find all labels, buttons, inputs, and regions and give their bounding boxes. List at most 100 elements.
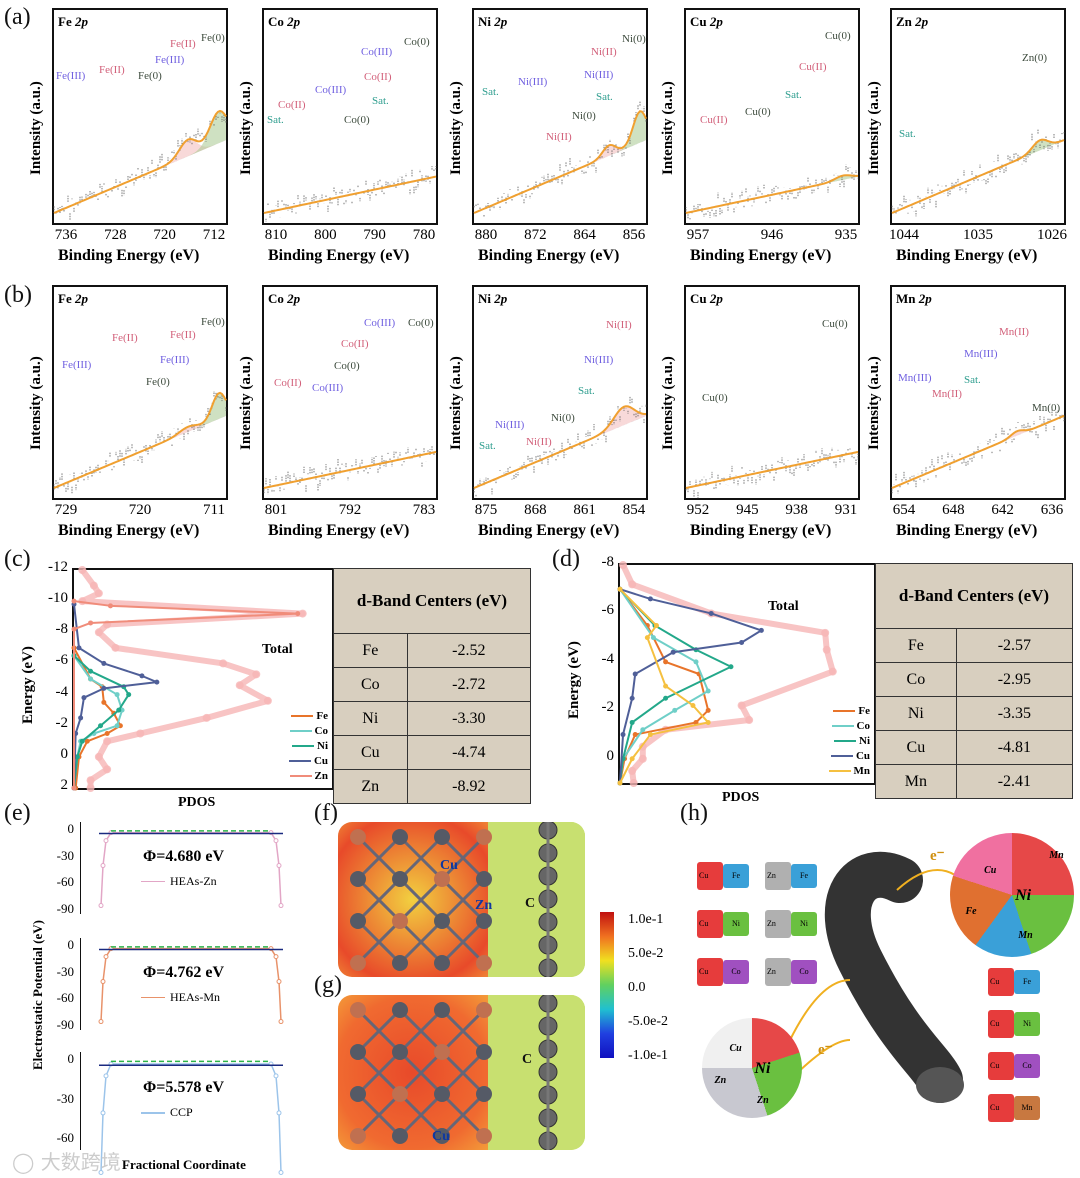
legend-swatch [291,715,314,717]
total-curve-point [78,566,87,574]
x-axis-label: Binding Energy (eV) [690,247,832,264]
total-curve-point [86,776,95,785]
puzzle-piece: Co [723,960,749,984]
series-cu-point [620,732,626,738]
peak-label: Sat. [479,440,496,452]
puzzle-piece: Ni [723,912,749,936]
x-tick-label: 872 [524,227,547,243]
table-header: d-Band Centers (eV) [333,568,531,634]
x-tick-label: 780 [412,227,436,243]
plot-title: Ni 2p [478,291,507,307]
total-label: Total [262,642,293,657]
panel-label-h: (h) [680,800,708,826]
bond [398,919,444,965]
plot-title: Co 2p [268,291,300,307]
legend-item: Fe [833,705,870,717]
x-axis-label: PDOS [178,795,216,810]
watermark-logo: ◯ 大数跨境 [12,1150,121,1174]
legend-text: Fe [858,705,870,717]
legend-item: Cu [830,750,870,762]
peak-label: Mn(II) [932,388,962,400]
x-tick-label: 810 [264,227,288,243]
peak-label: Sat. [899,128,916,140]
puzzle-piece: Zn [765,862,791,890]
peak-label: Sat. [785,89,802,101]
metal-atom [392,1044,408,1060]
envelope-fit [263,450,437,489]
envelope-fit [473,405,647,489]
atom-label: Cu [440,858,458,873]
carbon-fiber [824,851,963,1103]
lattice-svg [350,822,585,977]
total-curve-point [822,645,831,654]
potential-plot: Φ=4.680 eV HEAs-Zn [80,822,301,914]
orbital: 2p [74,291,88,306]
metal-atom [392,913,408,929]
panel-label-b: (b) [4,282,32,308]
peak-label: Co(III) [361,46,393,58]
legend-swatch [831,725,854,727]
total-curve-point [94,589,103,598]
x-tick-label: 952 [686,502,710,518]
series-ni-point [126,692,132,698]
metal-atom [350,1128,366,1144]
panel-label-f: (f) [314,800,338,826]
series-co-point [88,676,94,682]
xps-spectrum [53,109,227,220]
electron-arrow [789,979,851,1041]
legend-item: HEAs-Zn [141,874,217,889]
total-curve-point [629,779,638,787]
legend-item: HEAs-Mn [141,990,220,1005]
x-tick-label: 875 [474,502,498,518]
sphere-label: Zn [714,1075,727,1086]
raw-data [891,128,1065,217]
total-curve-point [745,716,754,725]
series-cu-point [708,610,714,616]
puzzle-pair: Cu Ni [697,910,749,938]
total-curve-point [263,696,272,705]
y-tick-label: -60 [56,1130,74,1146]
x-tick-label: 1026 [1037,227,1067,243]
series-mn-point [644,635,650,641]
series-mn-point [629,756,635,762]
legend-item: Ni [292,740,328,752]
y-tick-label: -30 [56,963,74,979]
series-co-point [650,635,656,641]
series-mn-point [647,732,653,738]
xps-plot-row_a-fe: Fe 2p Fe(III) Fe(II) Fe(0) Fe(III) Fe(II) Fe(0… [52,8,228,243]
series-cu-point [647,596,653,602]
plot-title: Ni 2p [478,14,507,30]
peak-label: Ni(II) [606,319,632,331]
peak-label: Co(II) [364,71,392,83]
x-axis-label: Binding Energy (eV) [268,247,410,264]
potential-curve [100,1063,282,1173]
x-tick-label: 957 [686,227,710,243]
puzzle-piece: Cu [697,862,723,890]
sphere-label: Mn [1049,849,1064,861]
potential-point [103,954,109,960]
bond [440,877,486,923]
charge-map-f: Cu Zn C [338,822,585,977]
potential-point [100,1110,106,1116]
series-co-point [705,688,711,694]
xps-spectrum [685,164,859,220]
alloy-sphere-top [950,833,1074,957]
work-function-label: Φ=4.762 eV [143,963,225,981]
xps-plot-row_b-cu: Cu 2p Cu(0) Cu(0) 952 945 938 931 [684,285,860,518]
element-name: Cu [690,14,710,29]
x-tick-label: 800 [314,227,337,243]
metal-atom [476,1128,492,1144]
x-axis-label: Binding Energy (eV) [690,522,832,539]
peak-label: Mn(0) [1032,402,1061,414]
peak-label: Sat. [482,86,499,98]
total-curve-point [111,643,120,652]
legend-text: HEAs-Mn [170,989,220,1004]
peak-label: Ni(II) [526,436,552,448]
orbital: 2p [709,291,723,306]
series-ni-point [98,723,104,729]
puzzle-piece: Cu [697,910,723,938]
peak-label: Cu(0) [702,392,728,404]
legend-text: HEAs-Zn [170,873,217,888]
legend-item: Zn [289,770,328,782]
x-axis-label: Binding Energy (eV) [58,247,200,264]
